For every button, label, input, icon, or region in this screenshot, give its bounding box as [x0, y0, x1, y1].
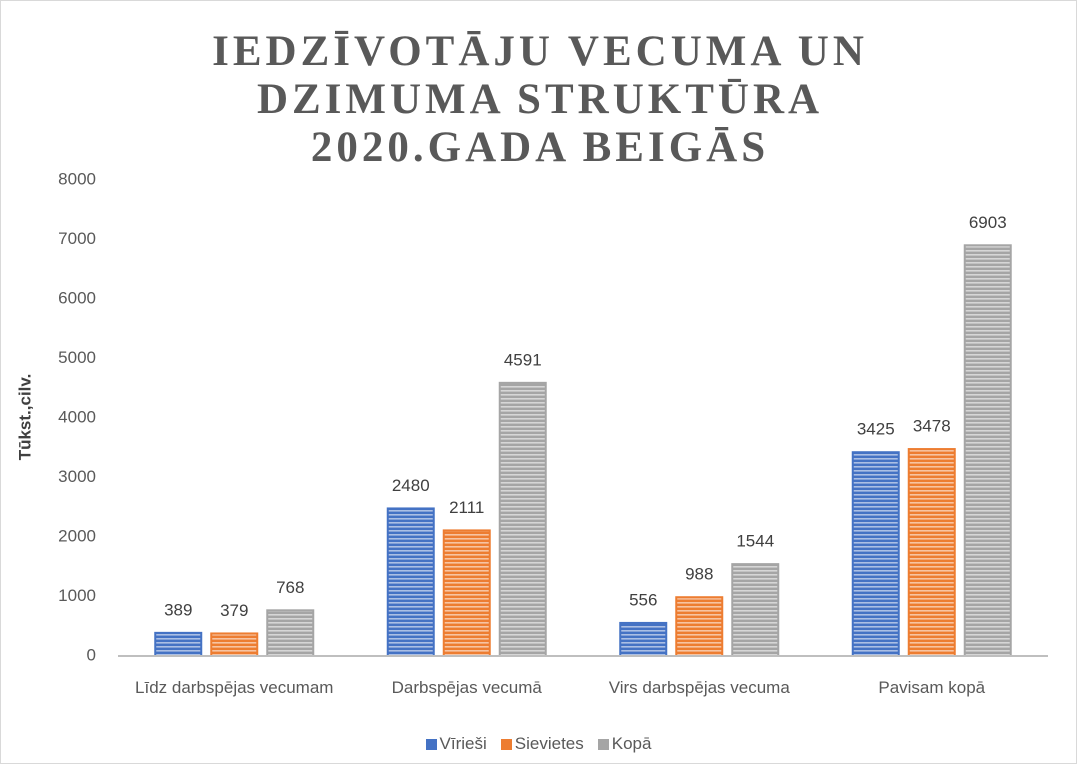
x-tick-label: Darbspējas vecumā: [391, 678, 542, 697]
bar: [386, 507, 435, 657]
chart-title: IEDZĪVOTĀJU VECUMA UN DZIMUMA STRUKTŪRA …: [212, 28, 868, 171]
bar: [731, 563, 780, 658]
bar: [851, 451, 900, 657]
y-tick-label: 1000: [58, 586, 96, 605]
data-label: 556: [629, 590, 657, 609]
bar: [907, 448, 956, 657]
bar: [619, 621, 668, 658]
data-label: 3425: [857, 420, 895, 439]
x-tick-label: Līdz darbspējas vecumam: [135, 678, 334, 697]
bar: [498, 381, 547, 657]
y-tick-label: 7000: [58, 229, 96, 248]
data-label: 2480: [392, 476, 430, 495]
legend-label: Vīrieši: [439, 734, 487, 753]
y-tick-label: 5000: [58, 348, 96, 367]
y-axis-label: Tūkst.,cilv.: [15, 374, 34, 461]
x-tick-label: Pavisam kopā: [878, 678, 986, 697]
bar: [963, 244, 1012, 657]
data-label: 389: [164, 600, 192, 619]
data-label: 4591: [504, 350, 542, 369]
legend-item: Sievietes: [500, 734, 584, 754]
y-tick-label: 0: [87, 645, 96, 664]
y-tick-label: 3000: [58, 467, 96, 486]
bar: [675, 596, 724, 657]
data-label: 379: [220, 601, 248, 620]
legend-swatch: [597, 738, 609, 750]
legend-label: Kopā: [611, 734, 652, 753]
bar: [266, 609, 315, 658]
data-label: 768: [276, 578, 304, 597]
y-tick-label: 6000: [58, 288, 96, 307]
y-tick-label: 8000: [58, 169, 96, 188]
legend-item: Vīrieši: [425, 734, 487, 754]
y-tick-label: 4000: [58, 407, 96, 426]
bar: [442, 529, 491, 658]
y-tick-label: 2000: [58, 526, 96, 545]
data-label: 6903: [969, 213, 1007, 232]
legend-swatch: [425, 738, 437, 750]
legend: Vīrieši Sievietes Kopā: [0, 734, 1077, 754]
data-label: 3478: [913, 417, 951, 436]
data-label: 1544: [736, 532, 774, 551]
data-label: 2111: [449, 498, 484, 517]
legend-swatch: [500, 738, 512, 750]
bar: [210, 632, 259, 658]
bar: [154, 631, 203, 657]
x-tick-label: Virs darbspējas vecuma: [608, 678, 790, 697]
data-label: 988: [685, 565, 713, 584]
legend-label: Sievietes: [514, 734, 584, 753]
legend-item: Kopā: [597, 734, 652, 754]
